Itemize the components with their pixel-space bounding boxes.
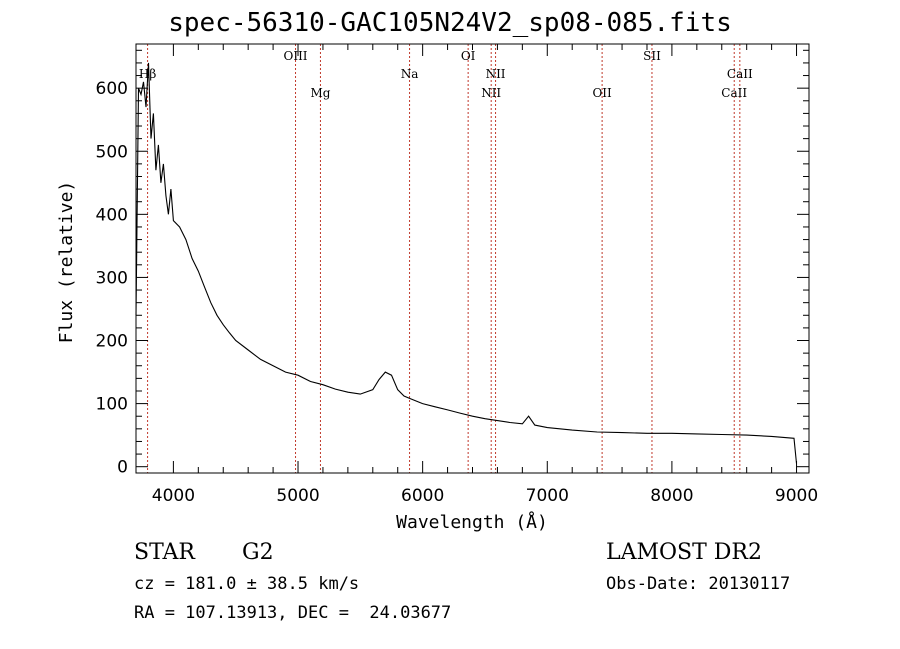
line-marker-label: OI xyxy=(461,49,476,63)
spectrum-line xyxy=(135,62,798,464)
x-tick-label: 4000 xyxy=(152,486,195,506)
object-class: STAR xyxy=(134,540,195,565)
coordinates-text: RA = 107.13913, DEC = 24.03677 xyxy=(134,603,452,623)
line-marker-label: OII xyxy=(592,86,612,100)
y-tick-label: 300 xyxy=(96,268,128,288)
x-tick-label: 5000 xyxy=(276,486,319,506)
y-axis-label: Flux (relative) xyxy=(56,181,77,344)
line-marker-label: CaII xyxy=(721,86,747,100)
x-tick-label: 7000 xyxy=(526,486,569,506)
y-tick-label: 0 xyxy=(117,458,128,478)
y-tick-label: 600 xyxy=(96,79,128,99)
line-marker-label: OIII xyxy=(283,49,307,63)
y-tick-label: 400 xyxy=(96,205,128,225)
line-marker-label: NII xyxy=(481,86,501,100)
chart-title: spec-56310-GAC105N24V2_sp08-085.fits xyxy=(168,8,732,38)
x-tick-label: 8000 xyxy=(650,486,693,506)
y-tick-label: 200 xyxy=(96,332,128,352)
plot-frame xyxy=(135,43,810,474)
line-marker-label: Hβ xyxy=(139,67,156,81)
line-marker-label: NII xyxy=(486,67,506,81)
y-tick-label: 500 xyxy=(96,142,128,162)
line-marker-label: Mg xyxy=(310,86,330,100)
y-tick-label: 100 xyxy=(96,395,128,415)
object-subclass: G2 xyxy=(242,540,274,565)
line-marker-label: SII xyxy=(643,49,661,63)
survey-name: LAMOST DR2 xyxy=(606,540,762,565)
line-marker-label: CaII xyxy=(727,67,753,81)
x-axis-label: Wavelength (Å) xyxy=(396,511,548,533)
obs-date: Obs-Date: 20130117 xyxy=(606,574,791,594)
line-marker-label: Na xyxy=(401,67,419,81)
redshift-text: cz = 181.0 ± 38.5 km/s xyxy=(134,574,360,594)
x-tick-label: 9000 xyxy=(775,486,818,506)
x-tick-label: 6000 xyxy=(401,486,444,506)
